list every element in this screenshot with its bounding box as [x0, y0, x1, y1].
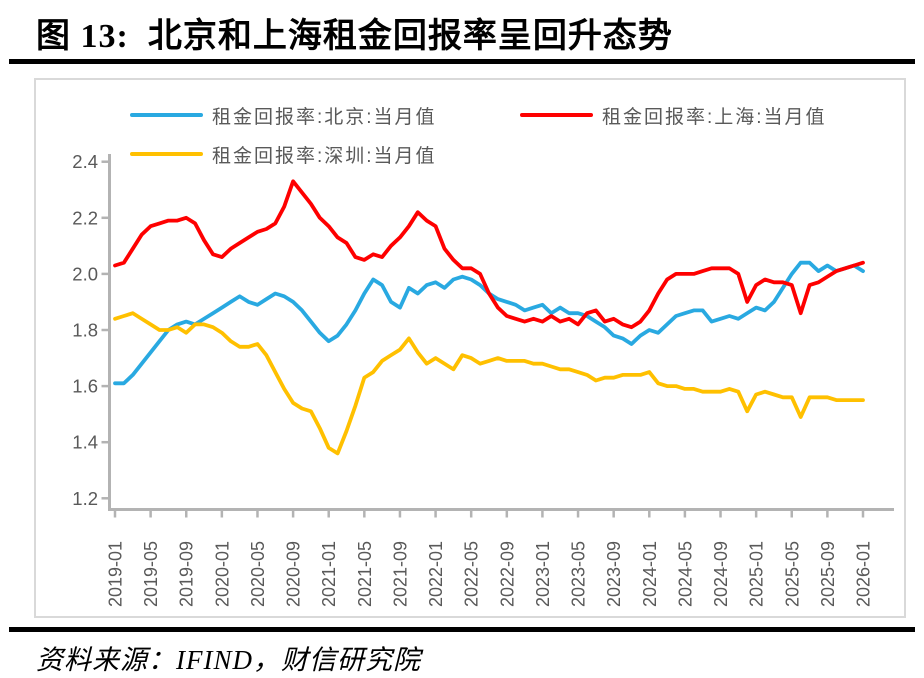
footer-divider — [9, 627, 915, 632]
x-axis-label: 2020-05 — [248, 541, 268, 607]
legend-item-0: 租金回报率:北京:当月值 — [130, 102, 437, 128]
x-axis-label: 2022-01 — [426, 541, 446, 607]
x-axis-label: 2021-01 — [319, 541, 339, 607]
source-note: 资料来源：IFIND，财信研究院 — [36, 645, 421, 675]
x-axis-label: 2019-05 — [141, 541, 161, 607]
x-axis-label: 2021-09 — [390, 541, 410, 607]
series-line-0 — [113, 260, 865, 386]
x-axis-label: 2020-09 — [284, 541, 304, 607]
x-axis-label: 2021-05 — [355, 541, 375, 607]
legend-swatch-icon — [130, 152, 203, 156]
legend-label: 租金回报率:深圳:当月值 — [212, 145, 437, 167]
x-axis-label: 2023-09 — [604, 541, 624, 607]
legend-label: 租金回报率:上海:当月值 — [602, 106, 827, 128]
x-axis-label: 2023-05 — [569, 541, 589, 607]
x-axis-label: 2025-01 — [747, 541, 767, 607]
y-axis-label: 2.4 — [72, 151, 98, 172]
x-axis-label: 2024-09 — [711, 541, 731, 607]
legend-swatch-icon — [520, 113, 593, 117]
series-line-2 — [113, 311, 865, 456]
y-axis-label: 1.6 — [72, 376, 98, 397]
x-axis-label: 2024-01 — [640, 541, 660, 607]
title-divider — [9, 59, 915, 64]
x-axis-label: 2019-01 — [106, 541, 126, 607]
legend-swatch-icon — [130, 113, 203, 117]
x-axis-label: 2025-09 — [818, 541, 838, 607]
y-axis-label: 1.2 — [72, 488, 98, 509]
x-axis-label: 2026-01 — [854, 541, 874, 607]
legend-label: 租金回报率:北京:当月值 — [212, 106, 437, 128]
y-axis-label: 2.0 — [72, 263, 98, 284]
chart-frame: 租金回报率:北京:当月值 租金回报率:上海:当月值租金回报率:深圳:当月值 2.4… — [34, 78, 906, 618]
page-title: 图 13: 北京和上海租金回报率呈回升态势 — [36, 18, 673, 55]
legend-item-2: 租金回报率:深圳:当月值 — [130, 141, 437, 167]
legend-item-1: 租金回报率:上海:当月值 — [520, 102, 827, 128]
y-axis-label: 1.4 — [72, 432, 98, 453]
x-axis-label: 2025-05 — [782, 541, 802, 607]
x-axis-label: 2020-01 — [212, 541, 232, 607]
x-axis-label: 2022-05 — [462, 541, 482, 607]
x-axis-label: 2019-09 — [177, 541, 197, 607]
line-chart: 2.4 2.2 2.0 1.8 1.6 1.4 1.2 2019-01 2019-05 2019-… — [72, 151, 894, 607]
y-axis-label: 1.8 — [72, 320, 98, 341]
x-axis-label: 2024-05 — [675, 541, 695, 607]
x-axis-label: 2022-09 — [497, 541, 517, 607]
series-line-1 — [113, 179, 865, 330]
x-axis-label: 2023-01 — [533, 541, 553, 607]
y-axis-label: 2.2 — [72, 207, 98, 228]
